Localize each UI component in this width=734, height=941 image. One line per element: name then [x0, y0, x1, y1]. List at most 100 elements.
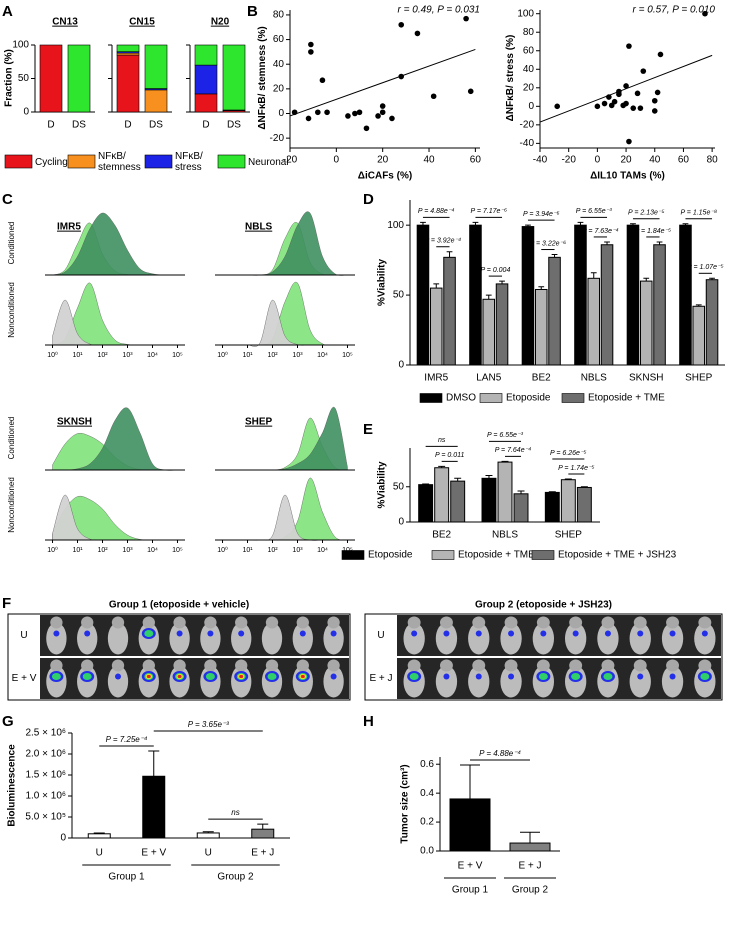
panel-label: G — [2, 713, 14, 730]
mouse-head — [666, 659, 680, 672]
legend-label: NFκB/ stemness — [98, 151, 141, 173]
y-tick-label: 0 — [528, 101, 534, 112]
point — [626, 43, 632, 49]
mouse — [292, 622, 313, 655]
panel-label: D — [363, 191, 374, 208]
x-tick-label: 10² — [97, 547, 108, 554]
error-bar — [438, 465, 446, 468]
y-tick-label: 50 — [393, 481, 405, 492]
bar — [469, 224, 482, 366]
mouse-head — [204, 659, 217, 672]
legend-swatch — [217, 154, 246, 169]
y-tick-label: 0 — [278, 108, 284, 119]
x-tick-label: NBLS — [492, 530, 518, 541]
point — [430, 93, 437, 100]
mouse — [532, 622, 555, 655]
point — [398, 73, 405, 80]
legend-swatch — [341, 550, 365, 560]
signal — [146, 674, 151, 679]
point — [308, 41, 314, 48]
error-bar — [454, 477, 462, 482]
point — [651, 108, 658, 114]
panel-label: F — [2, 595, 11, 612]
mouse-head — [698, 616, 712, 629]
legend-swatch — [531, 550, 555, 560]
signal — [701, 630, 708, 637]
legend-label: Neuronal — [248, 156, 289, 168]
error-bar — [420, 221, 426, 226]
signal — [176, 630, 183, 637]
mouse-head — [504, 659, 518, 672]
signal — [475, 673, 482, 680]
legend-label: Etoposide — [506, 393, 551, 404]
significance-label: P = 6.26e⁻⁵ — [550, 450, 587, 457]
point — [654, 89, 661, 96]
point — [291, 109, 298, 116]
panel-label: H — [363, 713, 374, 730]
mouse — [46, 622, 67, 655]
x-tick-label: 10⁴ — [317, 547, 328, 554]
mouse-head — [50, 616, 63, 629]
point — [305, 115, 312, 122]
mouse — [468, 665, 490, 698]
row-label: Nonconditioned — [7, 477, 16, 533]
mouse-head — [601, 616, 615, 629]
mouse-head — [439, 659, 453, 672]
legend-label-box: Neuronal — [248, 156, 289, 168]
legend-label: Etoposide + TME + JSH23 — [558, 550, 677, 561]
point — [623, 100, 629, 107]
y-tick-label: 0.0 — [420, 846, 434, 857]
error-bar — [709, 277, 715, 280]
y-tick-label: 1.0 × 10⁶ — [25, 791, 66, 802]
x-tick-label: 0 — [334, 155, 340, 166]
error-bar — [590, 272, 597, 279]
x-tick-label: 10⁵ — [172, 547, 183, 554]
group-label: Group 1 — [108, 872, 145, 883]
y-tick-label: 0.6 — [420, 759, 434, 770]
bar — [639, 280, 653, 366]
mouse — [694, 622, 716, 655]
x-tick-label: 20 — [621, 155, 633, 166]
bar-segment — [144, 44, 168, 89]
bar-segment — [67, 44, 91, 113]
significance-label: P = 4.88e⁻⁴ — [418, 208, 455, 215]
point — [640, 68, 647, 74]
signal — [572, 630, 579, 637]
bar — [418, 484, 434, 523]
bar — [429, 287, 443, 366]
row-label: Nonconditioned — [7, 282, 16, 338]
signal — [603, 673, 613, 680]
mouse — [200, 622, 221, 655]
bar-segment — [194, 44, 218, 66]
subplot-title: CN15 — [129, 17, 155, 28]
point — [398, 21, 405, 28]
error-bar — [525, 224, 531, 227]
bar — [587, 277, 601, 366]
signal — [82, 673, 92, 680]
error-bar — [695, 304, 702, 307]
mouse — [231, 622, 252, 655]
bar — [705, 279, 719, 366]
significance-label: P = 6.55e⁻³ — [487, 432, 524, 439]
signal — [475, 630, 482, 637]
error-bar — [257, 823, 269, 830]
x-tick-label: IMR5 — [424, 373, 448, 384]
legend-swatch — [479, 393, 503, 403]
bar — [434, 467, 450, 523]
y-axis-label: Bioluminescence — [7, 744, 18, 827]
mouse — [77, 622, 98, 655]
error-bar — [485, 294, 492, 300]
x-tick-label: 10⁰ — [217, 351, 228, 359]
x-tick-label: 10² — [267, 352, 278, 359]
legend-swatch — [144, 154, 173, 169]
significance-label: P = 3.92e⁻⁴ — [425, 238, 462, 245]
stat-label: r = 0.49, P = 0.031 — [398, 5, 480, 16]
point — [637, 105, 644, 111]
legend-label: Etoposide + TME — [588, 393, 665, 404]
signal — [144, 630, 154, 637]
bar-segment — [116, 52, 140, 56]
error-bar — [551, 254, 558, 258]
signal — [508, 630, 515, 637]
significance-label: P = 0.011 — [435, 452, 464, 459]
x-tick-label: 0 — [595, 155, 601, 166]
